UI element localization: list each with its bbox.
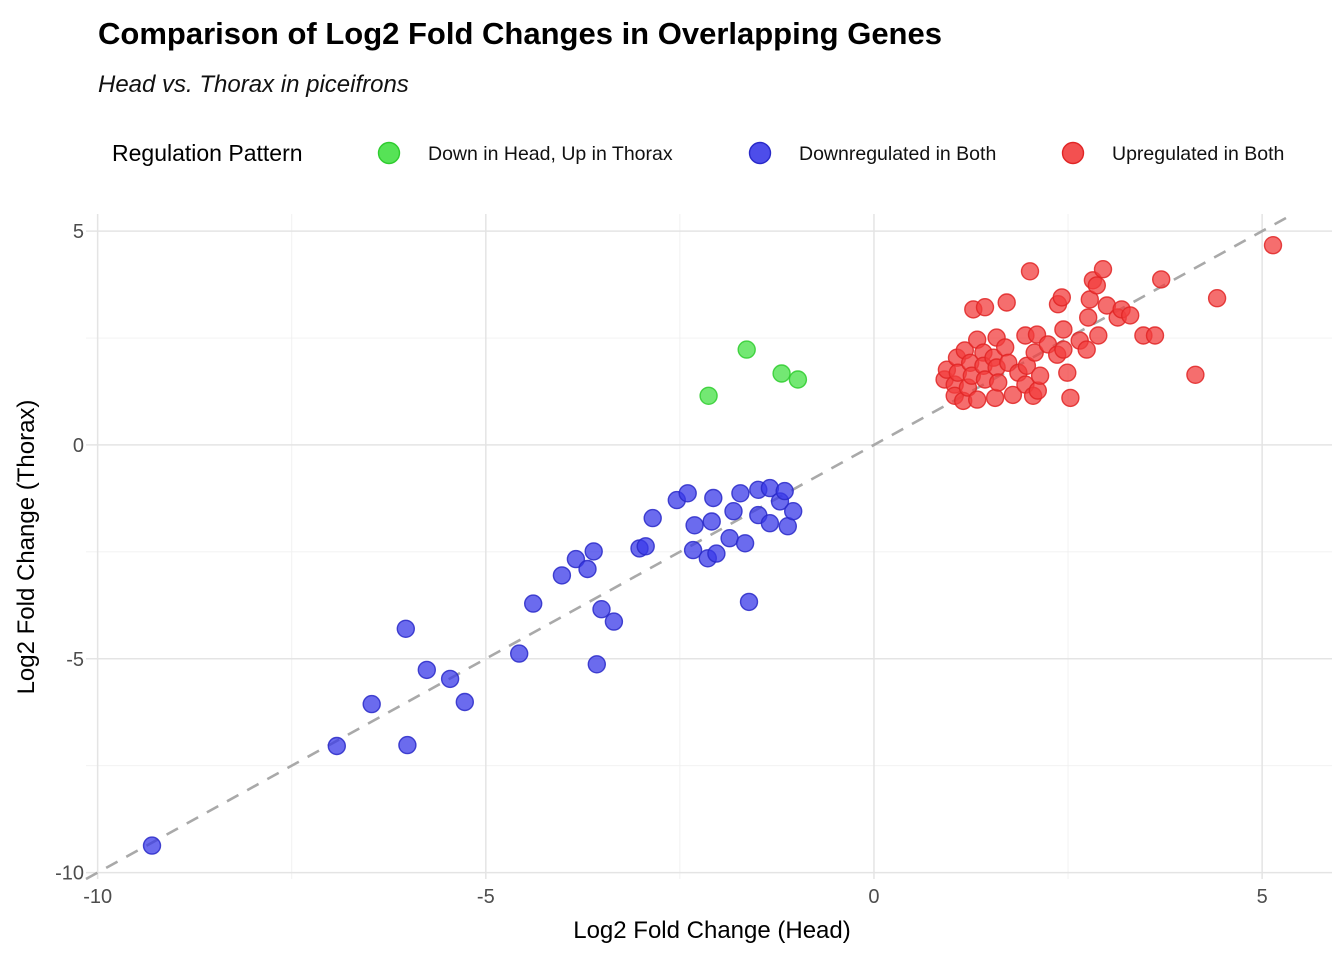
data-point — [398, 735, 417, 755]
data-point — [699, 386, 718, 405]
legend-title: Regulation Pattern — [112, 140, 303, 166]
data-point — [731, 484, 750, 503]
y-tick-label: 0 — [73, 435, 84, 457]
data-point — [587, 655, 606, 674]
data-point — [788, 370, 808, 389]
data-point — [1052, 288, 1072, 307]
data-point — [362, 694, 381, 714]
data-point — [1186, 365, 1205, 384]
data-point — [678, 484, 697, 503]
x-axis-title: Log2 Fold Change (Head) — [573, 917, 851, 944]
data-point — [1025, 343, 1044, 362]
data-point — [772, 364, 791, 383]
data-point — [417, 660, 436, 680]
data-point — [968, 390, 987, 409]
data-point — [1030, 366, 1050, 385]
data-point — [685, 516, 704, 535]
data-point — [702, 512, 721, 531]
data-point — [142, 836, 162, 855]
series-downregulated-in-both — [142, 478, 803, 855]
data-point — [643, 508, 662, 528]
series-upregulated-in-both — [935, 235, 1283, 411]
data-point — [784, 502, 803, 521]
page-title: Comparison of Log2 Fold Changes in Overl… — [98, 16, 942, 51]
x-tick-label: -5 — [477, 886, 495, 908]
y-axis-title: Log2 Fold Change (Thorax) — [13, 400, 40, 695]
data-point — [327, 736, 346, 756]
data-point — [1028, 381, 1048, 400]
data-point — [1207, 289, 1227, 308]
data-point — [989, 373, 1008, 392]
data-point — [524, 594, 543, 613]
y-tick-label: 5 — [73, 221, 84, 243]
data-point — [1020, 262, 1040, 281]
data-point — [510, 644, 529, 663]
data-point — [1089, 326, 1108, 345]
legend-item-label: Downregulated in Both — [799, 143, 996, 165]
data-point — [1054, 320, 1073, 339]
data-point — [1058, 363, 1077, 382]
data-point — [455, 692, 474, 712]
series-down-in-head-up-in-thorax — [699, 340, 808, 405]
legend-swatch-3 — [1061, 141, 1085, 165]
data-point — [704, 488, 723, 508]
data-point — [996, 338, 1015, 357]
data-point — [592, 600, 611, 619]
data-point — [1078, 308, 1098, 327]
data-point — [584, 542, 603, 561]
data-point — [566, 549, 586, 569]
data-point — [1054, 340, 1073, 359]
data-point — [739, 592, 759, 612]
data-point — [396, 619, 415, 638]
data-point — [775, 481, 794, 501]
x-tick-label: 5 — [1257, 886, 1268, 908]
chart-subtitle: Head vs. Thorax in piceifrons — [98, 71, 409, 98]
x-tick-label: 0 — [868, 886, 879, 908]
data-point — [683, 540, 703, 560]
data-point — [552, 566, 572, 585]
data-point — [975, 298, 995, 317]
data-point — [997, 293, 1016, 312]
legend-swatch-1 — [377, 141, 401, 165]
data-point — [724, 502, 743, 521]
data-point — [1120, 306, 1140, 325]
data-point — [578, 559, 597, 579]
legend-item-label: Down in Head, Up in Thorax — [428, 143, 673, 165]
plot-panel: -10 -5 0 5 5 0 -5 -10 — [55, 212, 1332, 908]
data-point — [737, 340, 756, 359]
data-point — [720, 529, 739, 548]
data-point — [1003, 385, 1023, 405]
data-point — [735, 534, 755, 553]
data-point — [1077, 340, 1096, 359]
data-point — [440, 669, 460, 689]
data-point — [1145, 326, 1165, 345]
data-point — [636, 537, 655, 556]
x-tick-label: -10 — [83, 886, 112, 908]
data-point — [1263, 235, 1283, 255]
legend-item-label: Upregulated in Both — [1112, 143, 1284, 165]
y-tick-label: -5 — [66, 649, 84, 671]
data-point — [760, 514, 780, 533]
legend-swatch-2 — [748, 141, 772, 165]
legend: Down in Head, Up in Thorax Downregulated … — [377, 141, 1284, 165]
data-point — [985, 388, 1005, 408]
y-tick-label: -10 — [55, 863, 84, 885]
data-point — [1093, 260, 1113, 279]
data-point — [707, 544, 726, 563]
data-point — [1151, 270, 1171, 289]
data-point — [604, 612, 624, 631]
data-point — [1087, 276, 1107, 295]
data-point — [1061, 388, 1080, 408]
